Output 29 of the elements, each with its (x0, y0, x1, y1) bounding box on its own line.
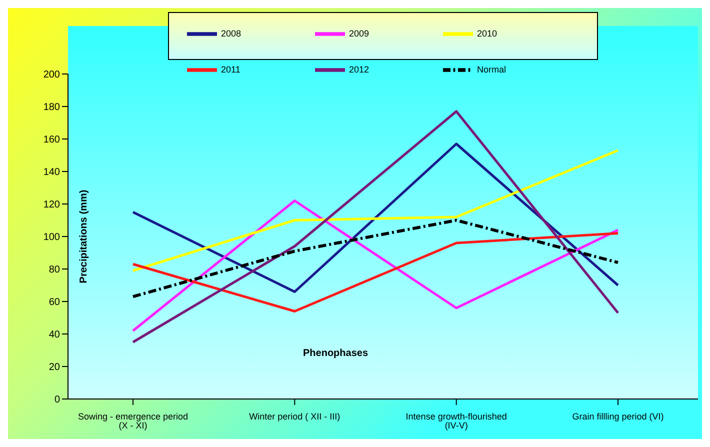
y-tick-label: 200 (43, 70, 60, 81)
x-tick-label: Intense growth-flourished (IV-V) (406, 411, 507, 430)
y-axis-title: Precipitations (mm) (78, 190, 90, 284)
y-tick-label: 100 (43, 232, 60, 244)
line-series (132, 110, 620, 344)
y-tick-label: 0 (54, 394, 60, 406)
y-tick-label: 80 (48, 264, 60, 276)
y-tick-label: 180 (43, 102, 60, 114)
line-series (132, 149, 620, 272)
x-tick-label: Winter period ( XII - III) (249, 411, 340, 422)
y-tick-label: 40 (48, 330, 60, 341)
x-tick-label: Sowing - emergence period (X - XI) (78, 411, 188, 430)
y-tick-label: 160 (43, 134, 60, 146)
line-series (132, 232, 620, 312)
x-axis-title: Phenophases (303, 348, 368, 359)
legend-label: Normal (477, 64, 506, 74)
y-tick-label: 20 (48, 362, 60, 374)
legend-label: 2011 (221, 64, 240, 74)
line-series (132, 142, 620, 293)
line-series (132, 218, 620, 298)
y-tick-label: 60 (48, 297, 60, 308)
y-tick-label: 120 (43, 200, 60, 211)
line-series (132, 200, 620, 332)
x-tick-label: Grain fillling period (VI) (572, 411, 664, 422)
y-tick-label: 140 (43, 167, 60, 178)
legend-label: 2012 (349, 64, 370, 74)
legend-label: 2010 (477, 28, 498, 38)
legend-label: 2008 (221, 28, 242, 38)
legend-label: 2009 (349, 28, 370, 38)
